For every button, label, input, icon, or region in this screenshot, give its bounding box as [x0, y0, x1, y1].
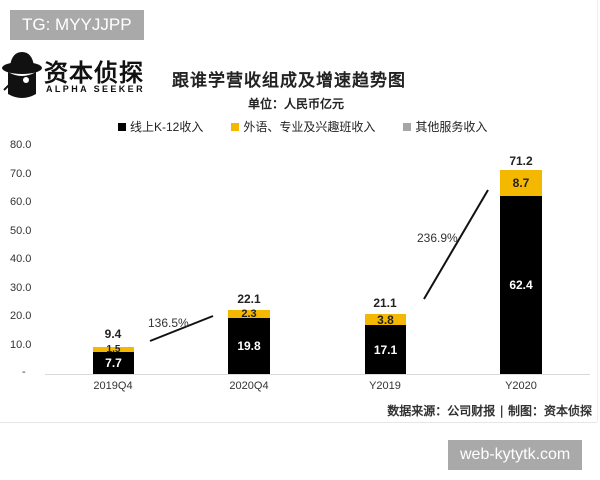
y-tick-0: -: [22, 366, 26, 378]
chart-title: 跟谁学营收组成及增速趋势图: [172, 71, 406, 91]
legend-swatch-yellow: [231, 122, 240, 131]
growth-label-1: 136.5%: [148, 316, 189, 330]
bar-segment-language: 8.7: [500, 170, 542, 196]
bar-total-label: 22.1: [237, 292, 261, 306]
legend-item-other: 其他服务收入: [403, 118, 487, 135]
x-label: Y2020: [505, 380, 537, 392]
y-tick-50: 50.0: [10, 225, 32, 237]
legend-label: 其他服务收入: [415, 120, 488, 134]
logo: 资本侦探 ALPHA SEEKER: [0, 50, 145, 102]
bar-segment-k12: 62.4: [500, 196, 542, 374]
detective-hat-icon: [2, 52, 42, 98]
bar-y2020: 8.7 62.4: [500, 170, 542, 374]
y-tick-70: 70.0: [10, 168, 32, 180]
bar-segment-k12: 17.1: [365, 325, 406, 374]
bar-segment-language: 2.3: [228, 309, 270, 320]
chart-frame-right: [597, 0, 598, 422]
bar-segment-k12: 19.8: [228, 318, 270, 374]
legend-item-language: 外语、专业及兴趣班收入: [231, 118, 375, 135]
x-label: Y2019: [369, 380, 401, 392]
legend-swatch-gray: [403, 122, 412, 131]
y-tick-30: 30.0: [10, 282, 32, 294]
growth-label-2: 236.9%: [417, 231, 458, 245]
chart-frame-bottom: [0, 422, 597, 423]
y-tick-60: 60.0: [10, 196, 32, 208]
source-note: 数据来源：公司财报 | 制图：资本侦探: [387, 404, 592, 418]
y-tick-20: 20.0: [10, 310, 32, 322]
x-axis-line: [45, 374, 590, 375]
legend: 线上K-12收入 外语、专业及兴趣班收入 其他服务收入: [118, 118, 487, 135]
y-tick-80: 80.0: [10, 139, 32, 151]
bar-total-label: 21.1: [373, 296, 397, 310]
legend-swatch-black: [118, 122, 126, 131]
legend-label: 外语、专业及兴趣班收入: [243, 120, 376, 134]
bar-y2019: 3.8 17.1: [365, 313, 406, 374]
x-label: 2020Q4: [229, 380, 269, 392]
watermark-bottom-right: web-kytytk.com: [448, 440, 583, 470]
y-tick-10: 10.0: [10, 339, 32, 351]
chart-unit: 单位：人民币亿元: [248, 97, 345, 111]
y-tick-40: 40.0: [10, 253, 32, 265]
bar-segment-language: 1.5: [93, 345, 134, 355]
legend-label: 线上K-12收入: [130, 120, 204, 134]
logo-title: 资本侦探: [44, 59, 144, 87]
legend-item-k12: 线上K-12收入: [118, 118, 203, 135]
bar-total-label: 71.2: [509, 154, 533, 168]
bar-2020q4: 2.3 19.8: [228, 309, 270, 374]
bar-total-label: 9.4: [104, 327, 122, 341]
bar-2019q4: 1.5 7.7: [93, 345, 134, 374]
watermark-top-left: TG: MYYJJPP: [10, 10, 144, 40]
bar-segment-k12: 7.7: [93, 352, 134, 374]
bar-segment-language: 3.8: [365, 313, 406, 327]
logo-subtitle: ALPHA SEEKER: [46, 84, 145, 94]
x-label: 2019Q4: [93, 380, 133, 392]
